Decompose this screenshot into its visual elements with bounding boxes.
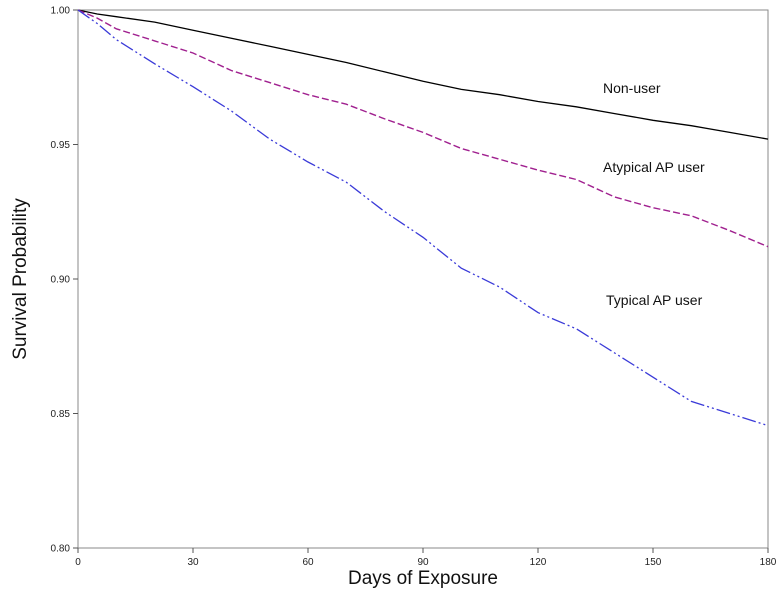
x-tick-label: 150 — [645, 557, 662, 568]
y-axis-title: Survival Probability — [10, 198, 31, 360]
x-tick-label: 60 — [302, 557, 314, 568]
series-layer — [77, 9, 769, 427]
y-tick-label: 0.95 — [51, 140, 71, 151]
y-tick-label: 1.00 — [51, 6, 71, 17]
y-tick-label: 0.85 — [51, 409, 71, 420]
x-axis-title: Days of Exposure — [348, 568, 498, 589]
series-line-atypical-ap-user — [77, 9, 769, 248]
series-line-non-user — [77, 9, 769, 140]
series-label: Atypical AP user — [603, 159, 705, 175]
series-line-typical-ap-user — [77, 9, 769, 427]
series-label: Non-user — [603, 80, 661, 96]
x-tick-label: 180 — [760, 557, 776, 568]
y-tick-label: 0.80 — [51, 544, 71, 555]
x-tick-label: 90 — [417, 557, 429, 568]
x-axis: 0 30 60 90 120 150 180 — [75, 548, 776, 568]
plot-area — [77, 9, 769, 549]
y-tick-label: 0.90 — [51, 275, 71, 286]
series-label: Typical AP user — [606, 292, 703, 308]
x-tick-label: 0 — [75, 557, 81, 568]
x-tick-label: 30 — [187, 557, 199, 568]
y-axis: 0.80 0.85 0.90 0.95 1.00 — [51, 6, 78, 555]
series-labels: Non-user Atypical AP user Typical AP user — [603, 80, 705, 308]
x-tick-label: 120 — [530, 557, 547, 568]
